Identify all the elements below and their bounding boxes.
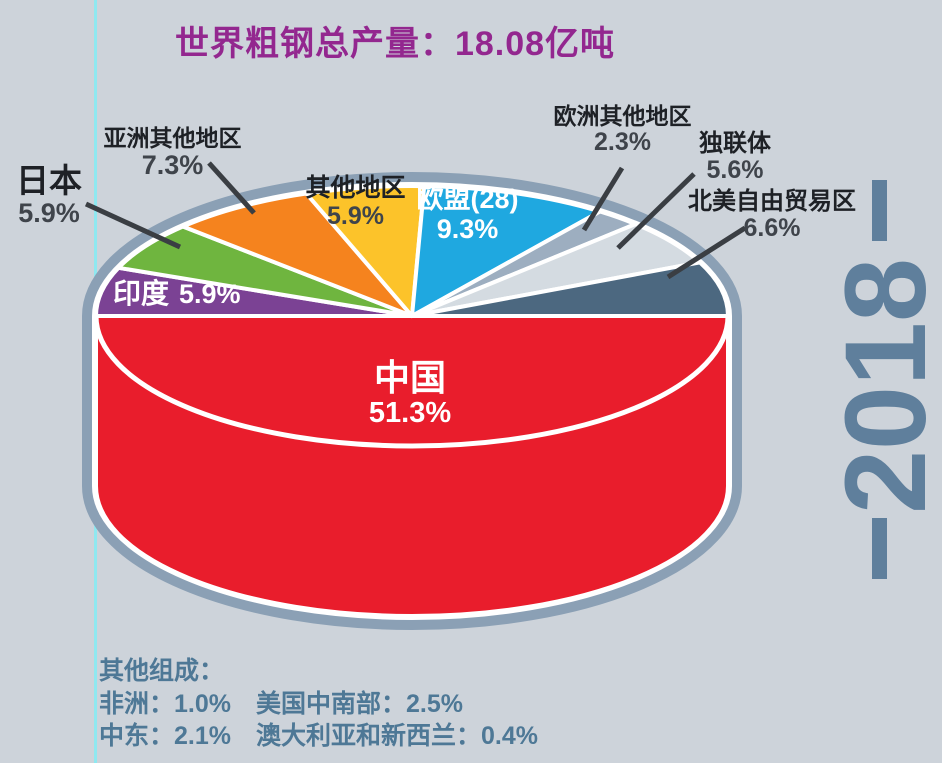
label-nafta: 北美自由贸易区 6.6% [674,188,870,243]
leader-line [207,161,256,215]
pie-slice-8 [410,260,730,318]
label-cis: 独联体 5.6% [685,130,785,185]
label-other-asia: 亚洲其他地区 7.3% [100,125,245,181]
footnote-row-2: 中东：2.1% 澳大利亚和新西兰：0.4% [99,720,538,753]
chart-title: 世界粗钢总产量：18.08亿吨 [174,25,616,63]
leader-line [581,166,625,232]
label-other-asia-pct: 7.3% [141,150,204,181]
label-other-asia-name: 亚洲其他地区 [103,125,242,151]
pie-slice-3 [180,191,414,318]
label-india: 印度 5.9% [113,278,241,310]
footnote-central-south-america: 美国中南部：2.5% [256,689,463,718]
footnote-middle-east: 中东：2.1% [99,722,231,750]
pie-slice-5 [410,184,602,318]
label-other-regions-pct: 5.9% [327,201,384,230]
label-japan: 日本 5.9% [10,162,88,229]
pie-slice-4 [304,184,427,318]
leader-line [616,172,696,250]
label-japan-pct: 5.9% [18,198,80,229]
footnote: 其他组成： 非洲：1.0% 美国中南部：2.5% 中东：2.1% 澳大利亚和新西… [99,655,538,753]
label-nafta-name: 北美自由贸易区 [688,188,856,215]
label-eu-pct: 9.3% [436,213,499,244]
label-japan-name: 日本 [16,162,82,199]
footnote-row-1: 非洲：1.0% 美国中南部：2.5% [99,688,538,721]
label-other-europe-pct: 2.3% [594,128,651,157]
label-china-pct: 51.3% [368,396,452,429]
label-eu: 欧盟(28) 9.3% [405,184,530,244]
leader-line [666,225,747,280]
label-cis-name: 独联体 [699,130,771,157]
pie-face-edge [93,315,731,449]
label-china-name: 中国 [373,357,446,398]
label-india-name: 印度 [113,278,170,309]
label-india-pct: 5.9% [179,279,241,309]
year-dash-top [872,180,887,241]
label-other-europe: 欧洲其他地区 2.3% [530,103,715,157]
pie-slice-china [94,314,730,618]
year-dash-bottom [872,518,887,579]
footnote-australia-nz: 澳大利亚和新西兰：0.4% [256,722,538,750]
label-other-regions-name: 其他地区 [305,174,406,202]
label-china: 中国 51.3% [345,358,475,429]
label-other-regions: 其他地区 5.9% [293,174,418,230]
leader-line [84,201,182,250]
footnote-heading: 其他组成： [99,657,225,685]
label-nafta-pct: 6.6% [743,214,801,243]
label-cis-pct: 5.6% [706,156,764,185]
label-eu-name: 欧盟(28) [416,184,519,214]
footnote-africa: 非洲：1.0% [99,689,231,718]
label-other-europe-name: 欧洲其他地区 [553,103,692,129]
